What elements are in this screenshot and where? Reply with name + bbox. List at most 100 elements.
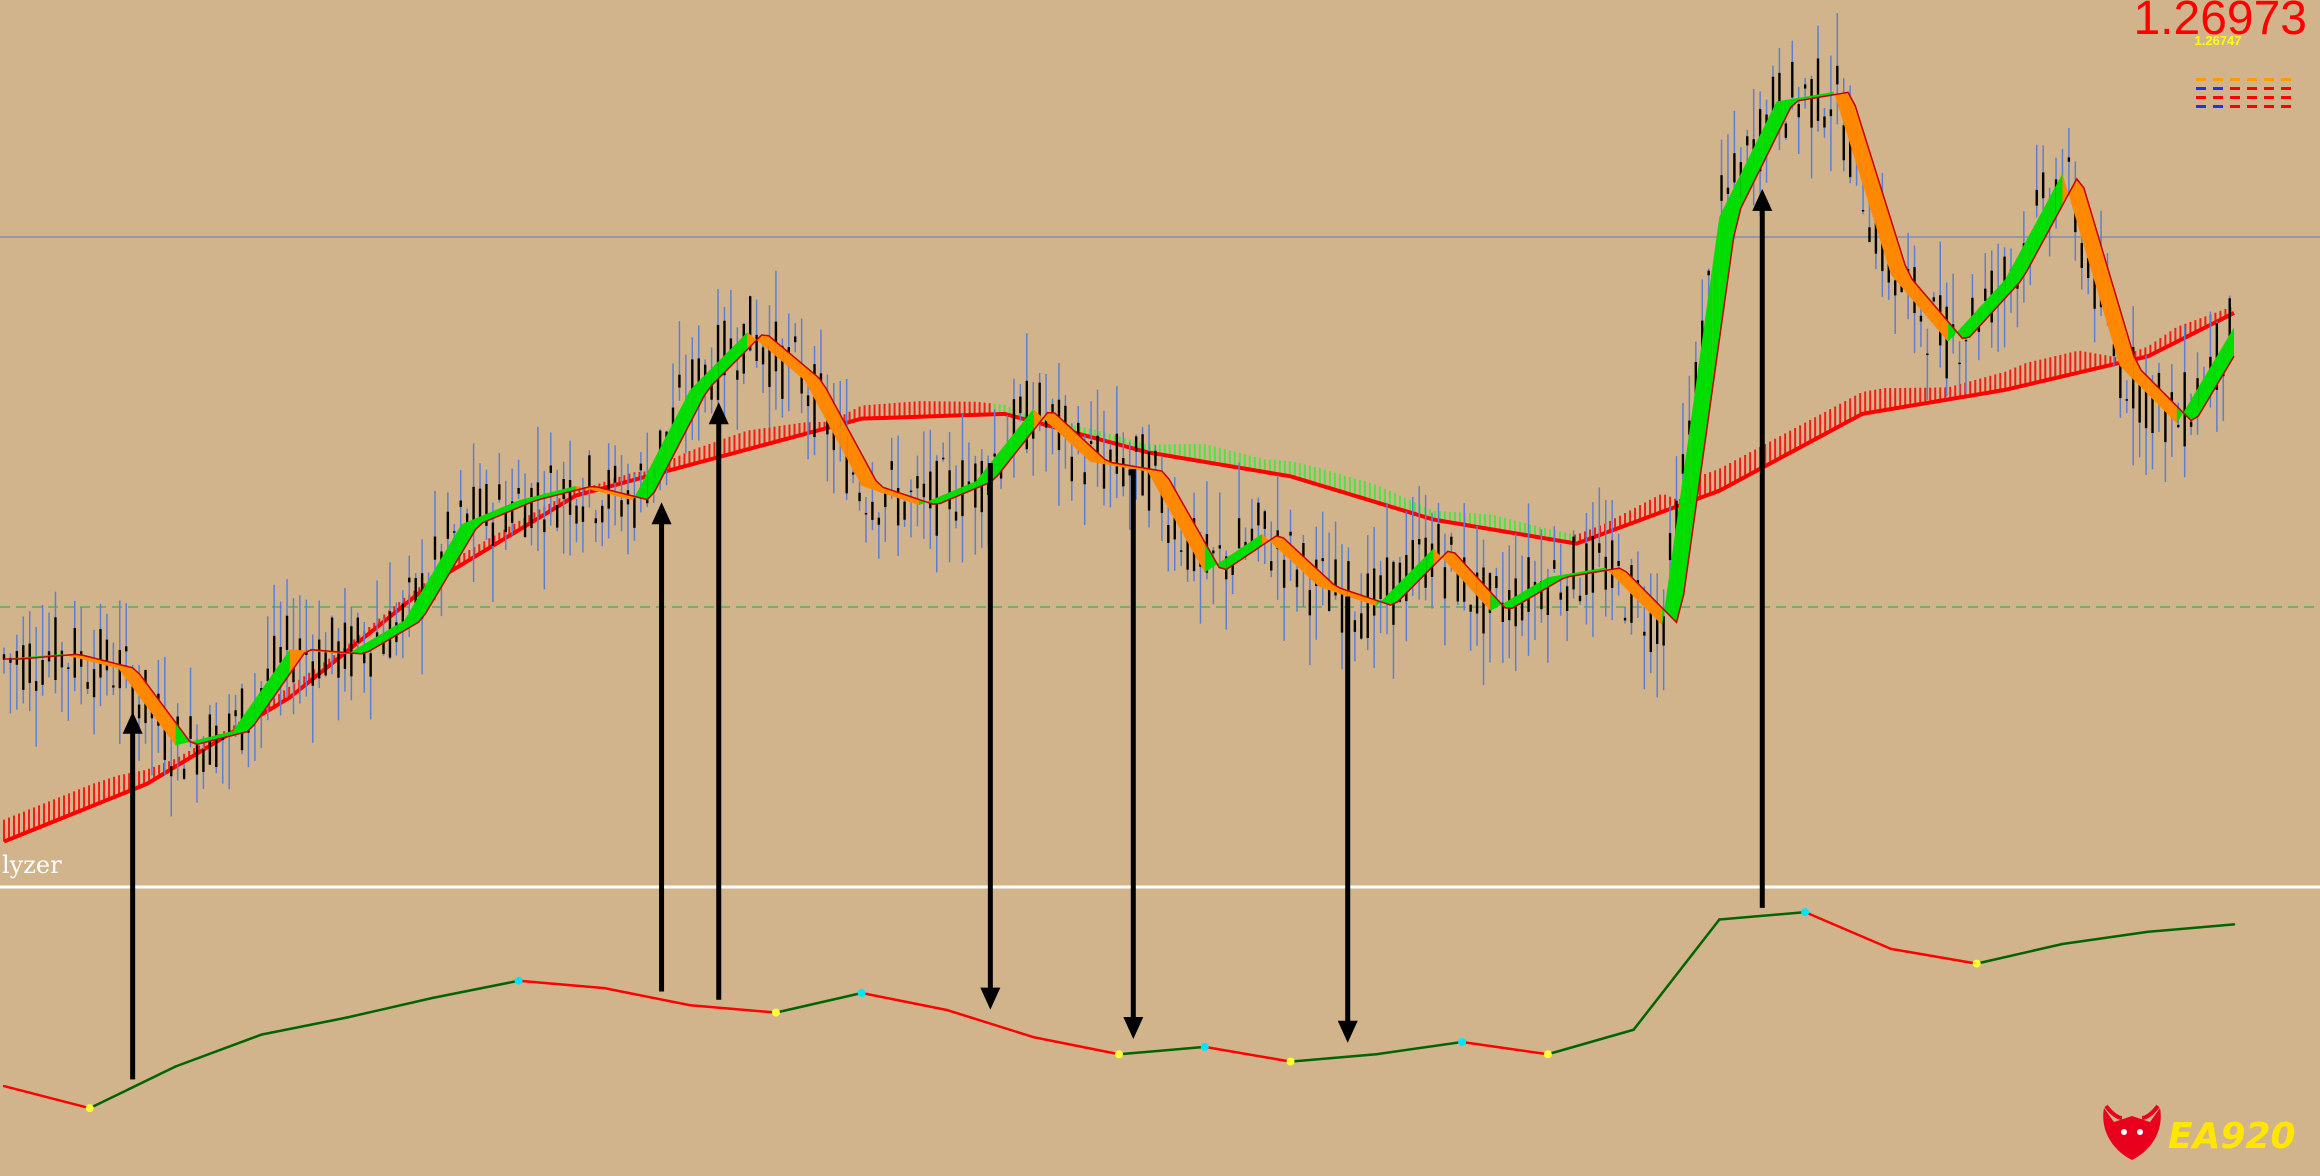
candle-body <box>363 645 366 664</box>
candle-body <box>382 640 385 654</box>
fast-ma-segment <box>232 720 240 736</box>
candle-body <box>729 338 733 357</box>
candle-body <box>1212 550 1215 554</box>
fast-ma-segment <box>404 608 412 631</box>
candle-body <box>401 603 405 622</box>
candle-body <box>639 463 643 471</box>
oscillator-segment <box>345 996 435 1019</box>
candle-body <box>1334 559 1337 596</box>
candle-body <box>1340 588 1344 633</box>
candle-body <box>1971 297 1974 322</box>
candle-body <box>864 512 868 515</box>
candle-body <box>1720 175 1723 201</box>
arrow-head-icon <box>1337 1020 1358 1043</box>
candle-body <box>1848 123 1852 178</box>
fast-ma-segment <box>1833 91 1841 115</box>
candle-body <box>2151 381 2154 434</box>
signal-grid-cell <box>2213 78 2223 81</box>
fast-ma-segment <box>918 499 927 506</box>
candle-body <box>311 661 314 686</box>
candle-body <box>1958 362 1961 365</box>
candle-body <box>34 681 38 691</box>
fast-ma-segment <box>1097 452 1105 465</box>
candle-body <box>691 359 694 395</box>
fast-ma-segment <box>532 494 541 502</box>
signal-arrows <box>122 188 1773 1080</box>
candle-body <box>1984 288 1987 301</box>
candle-body <box>330 617 334 652</box>
signal-grid-cell <box>2196 105 2206 108</box>
fast-ma-segment <box>868 467 876 491</box>
signal-grid-cell <box>2264 96 2274 99</box>
candle-body <box>498 484 501 500</box>
fast-ma-segment <box>461 521 469 554</box>
candle-body <box>324 650 327 676</box>
fast-ma-segment <box>1326 577 1334 592</box>
fast-ma-segment <box>1090 446 1098 464</box>
candle-body <box>2041 172 2045 199</box>
fast-ma-segment <box>1619 568 1627 590</box>
candle-body <box>903 501 906 520</box>
candle-body <box>858 492 861 502</box>
fast-ma-segment <box>468 518 476 542</box>
candle-body <box>517 487 520 494</box>
fast-ma-segment <box>125 666 133 688</box>
candle-body <box>1379 575 1382 599</box>
fast-ma-segment <box>2076 178 2084 246</box>
oscillator-segment <box>1975 942 2064 965</box>
signal-grid-cell <box>2196 78 2206 81</box>
fast-ma-segment <box>1390 584 1398 606</box>
candle-body <box>613 465 617 483</box>
candle-body <box>2125 399 2128 401</box>
fast-ma-segment <box>1783 99 1791 122</box>
oscillator-signal-dots <box>85 908 1981 1113</box>
fast-ma-segment <box>1719 202 1727 340</box>
candle-body <box>1964 339 1968 342</box>
candle-body <box>1038 382 1041 421</box>
candle-body <box>1231 565 1234 575</box>
candle-body <box>272 635 276 675</box>
fast-ma-segment <box>1269 535 1277 548</box>
brand-logo: EA920 <box>2103 1104 2296 1160</box>
candle-body <box>710 377 713 400</box>
fast-ma-segment <box>2062 173 2070 206</box>
candle-body <box>678 374 681 388</box>
candle-body <box>1520 601 1524 621</box>
candle-body <box>556 505 559 528</box>
candle-body <box>781 345 784 399</box>
candle-body <box>1527 557 1530 612</box>
candle-body <box>1270 561 1273 571</box>
signal-grid-cell <box>2213 96 2223 99</box>
candle-body <box>408 577 411 583</box>
fast-ma-segment <box>1319 571 1327 590</box>
fast-ma-segment <box>1376 598 1384 607</box>
candle-body <box>1810 79 1813 128</box>
signal-grid-cell <box>2196 87 2206 90</box>
candle-body <box>2228 298 2231 348</box>
oscillator-segment <box>1203 1045 1292 1063</box>
candle-body <box>54 617 57 680</box>
oscillator-turn-dot <box>85 1104 94 1113</box>
fast-ma-segment <box>289 649 298 674</box>
candle-body <box>1096 435 1099 463</box>
candle-body <box>356 617 359 643</box>
candle-body <box>1501 602 1505 622</box>
fast-ma-segment <box>2191 387 2199 421</box>
fast-ma-segment <box>1147 468 1155 485</box>
fast-ma-segment <box>2005 266 2013 299</box>
fast-ma-segment <box>1276 535 1284 554</box>
fast-ma-segment <box>2126 332 2134 381</box>
arrow-head-icon <box>1752 188 1773 211</box>
signal-grid-cell <box>2247 78 2257 81</box>
oscillator-segment <box>603 986 692 1007</box>
candle-body <box>1469 604 1472 612</box>
fast-ma-segment <box>2019 239 2027 283</box>
candle-body <box>478 488 482 521</box>
candle-body <box>671 407 675 429</box>
candle-body <box>1572 536 1575 590</box>
candle-body <box>1816 58 1820 121</box>
oscillator-segment <box>2061 930 2150 946</box>
